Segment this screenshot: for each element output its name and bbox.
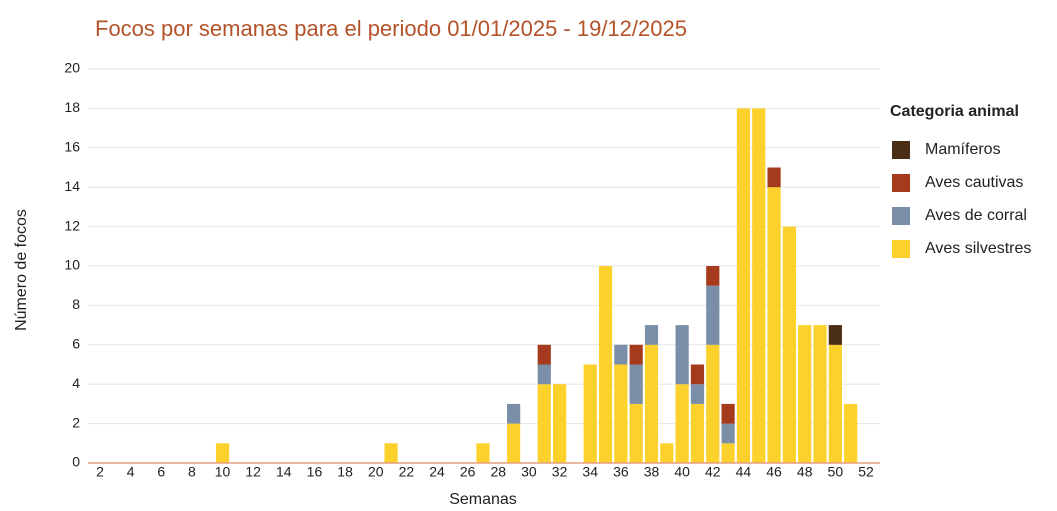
legend-title: Categoria animal [890,103,1019,120]
bar-segment [828,325,842,345]
bar-segment [507,423,521,463]
x-tick-label: 10 [215,464,231,480]
bar-segment [215,443,230,463]
x-tick-label: 2 [96,464,104,480]
x-tick-label: 48 [797,464,813,480]
x-tick-label: 4 [127,464,135,480]
legend-swatch [892,240,910,258]
y-tick-label: 12 [64,217,80,233]
y-tick-label: 10 [64,257,80,273]
bar-segment [614,364,628,463]
y-tick-label: 4 [72,375,80,391]
bar-segment [798,325,812,463]
bar-segment [690,364,705,385]
x-tick-label: 14 [276,464,292,480]
y-tick-label: 20 [64,60,80,76]
x-tick-label: 30 [521,464,537,480]
y-tick-label: 6 [72,336,80,352]
x-tick-label: 36 [613,464,629,480]
bar-segment [721,423,735,444]
x-tick-label: 12 [245,464,261,480]
x-axis-label: Semanas [449,491,517,508]
legend-label: Mamíferos [925,141,1001,158]
y-axis-label: Número de focos [13,209,30,331]
bar-segment [706,285,720,345]
chart-title: Focos por semanas para el periodo 01/01/… [95,16,687,41]
y-tick-label: 18 [64,99,80,115]
bar-segment [629,364,643,404]
bar-segment [690,384,705,404]
bar-segment [721,443,735,463]
bar-segment [706,266,720,286]
bar-segment [507,403,521,424]
y-tick-label: 16 [64,139,80,155]
bar-segment [552,384,567,463]
x-tick-label: 28 [491,464,507,480]
bar-segment [828,344,842,463]
bar-segment [752,108,766,464]
bar-segment [583,364,597,463]
bar-segment [614,344,628,365]
bar-segment [706,344,720,463]
bar-segment [476,443,490,463]
bar-segment [675,325,689,385]
bar-segment [675,384,689,463]
x-tick-label: 16 [307,464,323,480]
bar-segment [660,443,674,463]
legend-label: Aves silvestres [925,240,1031,257]
legend-label: Aves cautivas [925,174,1023,191]
x-tick-label: 20 [368,464,384,480]
x-tick-label: 46 [766,464,782,480]
bar-segment [736,108,751,464]
y-tick-label: 2 [72,414,80,430]
x-tick-label: 22 [399,464,415,480]
legend-swatch [892,207,910,225]
bar-segment [384,443,398,463]
x-tick-label: 18 [337,464,353,480]
legend-swatch [892,141,910,159]
bar-segment [629,344,643,365]
x-tick-label: 32 [552,464,568,480]
bar-segment [690,403,705,463]
y-tick-label: 14 [64,178,80,194]
bar-segment [537,344,551,365]
bar-segment [813,325,827,463]
x-tick-label: 50 [828,464,844,480]
bar-segment [644,344,659,463]
legend-swatch [892,174,910,192]
bar-segment [629,403,643,463]
x-tick-label: 26 [460,464,476,480]
x-tick-label: 24 [429,464,445,480]
x-tick-label: 38 [644,464,660,480]
legend-label: Aves de corral [925,207,1027,224]
y-tick-label: 8 [72,296,80,312]
bar-segment [767,167,781,188]
x-tick-label: 8 [188,464,196,480]
x-tick-label: 42 [705,464,721,480]
bar-segment [537,364,551,385]
bar-segment [644,325,659,345]
x-tick-label: 34 [582,464,598,480]
x-tick-label: 52 [858,464,874,480]
bar-segment [537,384,551,463]
x-tick-label: 40 [674,464,690,480]
bar-segment [844,403,858,463]
bar-segment [598,266,613,463]
bar-segment [782,226,796,463]
x-tick-label: 6 [157,464,165,480]
y-tick-label: 0 [72,454,80,470]
bar-segment [721,403,735,424]
bar-segment [767,187,781,463]
x-tick-label: 44 [736,464,752,480]
